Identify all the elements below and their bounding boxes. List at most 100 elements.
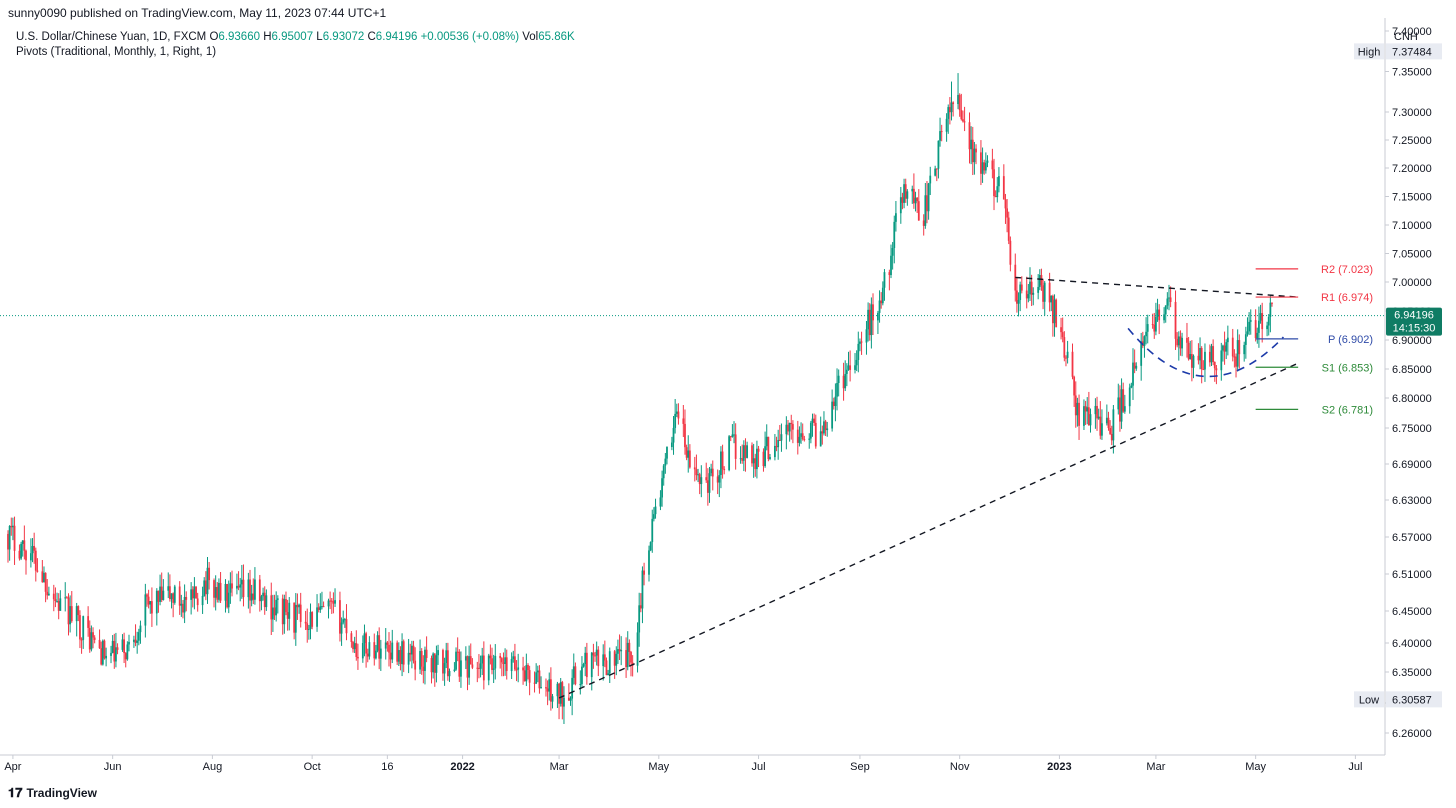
candle-body xyxy=(491,658,493,670)
time-tick-label: Jul xyxy=(1348,761,1362,773)
candle-body xyxy=(100,648,103,665)
candle-body xyxy=(1119,397,1121,422)
candle-body xyxy=(592,652,595,656)
candle-body xyxy=(1027,294,1030,299)
high-value-box xyxy=(1386,43,1442,60)
candle-body xyxy=(744,445,747,458)
candle-body xyxy=(237,585,240,588)
candle-body xyxy=(752,458,755,464)
candle-body xyxy=(1271,302,1273,304)
candle-body xyxy=(350,633,353,642)
candle-body xyxy=(273,607,276,616)
candle-body xyxy=(777,439,780,448)
candle-body xyxy=(1256,332,1259,339)
candle-body xyxy=(950,102,953,113)
candle-body xyxy=(620,650,623,652)
candle-body xyxy=(563,697,565,707)
candle-body xyxy=(514,656,516,670)
candle-body xyxy=(366,653,369,657)
candle-body xyxy=(422,666,425,671)
candle-body xyxy=(927,183,930,212)
candle-body xyxy=(1055,299,1058,328)
candle-body xyxy=(1190,354,1193,368)
candle-body xyxy=(911,188,914,192)
candle-body xyxy=(144,594,147,626)
candle-body xyxy=(396,642,399,662)
candle-body xyxy=(357,656,359,659)
candle-body xyxy=(1060,327,1062,333)
close-value: 6.94196 xyxy=(375,31,418,43)
price-tick-label: 7.10000 xyxy=(1392,220,1432,232)
candle-body xyxy=(1212,346,1215,362)
candle-body xyxy=(652,514,655,519)
candle-body xyxy=(126,644,129,660)
time-tick-label: Oct xyxy=(304,761,321,773)
candle-body xyxy=(1048,282,1051,303)
candle-body xyxy=(922,220,925,226)
candle-body xyxy=(901,197,904,203)
indicator-legend[interactable]: Pivots (Traditional, Monthly, 1, Right, … xyxy=(16,46,217,58)
candle-body xyxy=(173,586,176,603)
candle-body xyxy=(880,300,883,304)
candle-body xyxy=(934,168,937,176)
candle-body xyxy=(800,433,802,437)
candle-body xyxy=(1074,395,1077,416)
price-tick-label: 6.57000 xyxy=(1392,532,1432,544)
candle-body xyxy=(515,669,518,671)
candle-body xyxy=(201,595,204,606)
time-tick-label: Mar xyxy=(550,761,569,773)
candle-body xyxy=(288,602,291,619)
candle-body xyxy=(1266,325,1268,330)
time-tick-label: 2023 xyxy=(1047,761,1071,773)
candle-body xyxy=(720,451,722,476)
candle-body xyxy=(379,648,382,659)
candle-body xyxy=(831,401,834,429)
candle-body xyxy=(636,632,639,666)
candle-body xyxy=(1043,282,1046,302)
candle-body xyxy=(1066,351,1069,358)
candle-body xyxy=(306,623,309,630)
candle-body xyxy=(227,592,230,608)
candle-body xyxy=(778,439,781,441)
candle-body xyxy=(700,477,703,485)
candle-body xyxy=(687,450,690,458)
candle-body xyxy=(528,670,531,683)
candle-body xyxy=(193,586,196,599)
candle-body xyxy=(373,642,376,659)
candle-body xyxy=(556,683,559,697)
candle-body xyxy=(1053,299,1056,324)
candle-body xyxy=(481,655,484,664)
candle-body xyxy=(899,197,902,214)
candle-body xyxy=(82,616,85,640)
candle-body xyxy=(1002,176,1005,200)
candle-body xyxy=(595,649,598,656)
rising-support-trendline xyxy=(558,362,1299,699)
candle-body xyxy=(424,649,426,671)
candle-body xyxy=(397,650,400,662)
candle-body xyxy=(1020,284,1023,291)
candle-body xyxy=(791,424,794,430)
candle-body xyxy=(286,612,289,619)
candle-body xyxy=(146,594,148,597)
bar-countdown: 14:15:30 xyxy=(1393,323,1436,335)
candle-body xyxy=(1030,281,1033,295)
candle-body xyxy=(185,596,188,600)
candle-body xyxy=(1089,414,1092,426)
candle-body xyxy=(214,587,217,598)
candle-body xyxy=(345,619,348,634)
candle-body xyxy=(973,148,976,163)
time-tick-label: Jun xyxy=(104,761,122,773)
candle-body xyxy=(224,584,227,601)
candle-body xyxy=(33,545,36,551)
candle-body xyxy=(625,650,628,668)
candle-body xyxy=(456,651,459,653)
candle-body xyxy=(710,468,713,474)
candle-body xyxy=(883,272,886,288)
candle-body xyxy=(250,593,253,601)
low-label: Low xyxy=(1359,694,1379,706)
candle-body xyxy=(708,473,711,493)
symbol-name[interactable]: U.S. Dollar/Chinese Yuan, 1D, FXCM xyxy=(16,31,207,43)
candle-body xyxy=(533,682,536,684)
candle-body xyxy=(767,436,770,460)
